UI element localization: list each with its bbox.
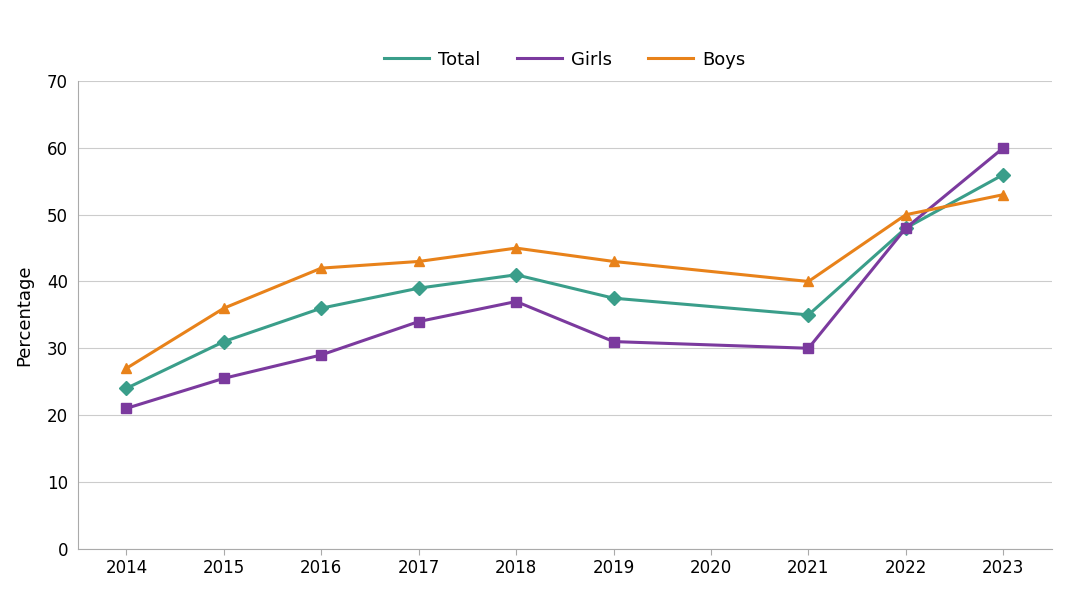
Girls bbox=[802, 345, 815, 352]
Line: Total: Total bbox=[127, 175, 1003, 388]
Total bbox=[997, 171, 1009, 178]
Y-axis label: Percentage: Percentage bbox=[15, 264, 33, 366]
Boys bbox=[510, 244, 523, 252]
Total bbox=[607, 295, 620, 302]
Total bbox=[802, 311, 815, 318]
Boys bbox=[997, 191, 1009, 198]
Boys bbox=[315, 265, 328, 272]
Line: Girls: Girls bbox=[127, 148, 1003, 408]
Boys bbox=[121, 365, 133, 372]
Girls bbox=[997, 144, 1009, 152]
Total bbox=[510, 271, 523, 278]
Girls bbox=[121, 405, 133, 412]
Girls bbox=[315, 352, 328, 359]
Girls bbox=[510, 298, 523, 305]
Line: Boys: Boys bbox=[127, 195, 1003, 368]
Total bbox=[899, 224, 912, 231]
Girls bbox=[412, 318, 425, 325]
Girls bbox=[607, 338, 620, 345]
Boys bbox=[607, 258, 620, 265]
Boys bbox=[412, 258, 425, 265]
Total bbox=[315, 305, 328, 312]
Total bbox=[121, 385, 133, 392]
Boys bbox=[899, 211, 912, 218]
Girls bbox=[899, 224, 912, 231]
Girls bbox=[218, 375, 230, 382]
Total bbox=[412, 285, 425, 292]
Legend: Total, Girls, Boys: Total, Girls, Boys bbox=[377, 43, 752, 76]
Boys bbox=[218, 305, 230, 312]
Boys bbox=[607, 258, 620, 265]
Girls bbox=[607, 338, 620, 345]
Boys bbox=[802, 278, 815, 285]
Total bbox=[218, 338, 230, 345]
Total bbox=[607, 295, 620, 302]
